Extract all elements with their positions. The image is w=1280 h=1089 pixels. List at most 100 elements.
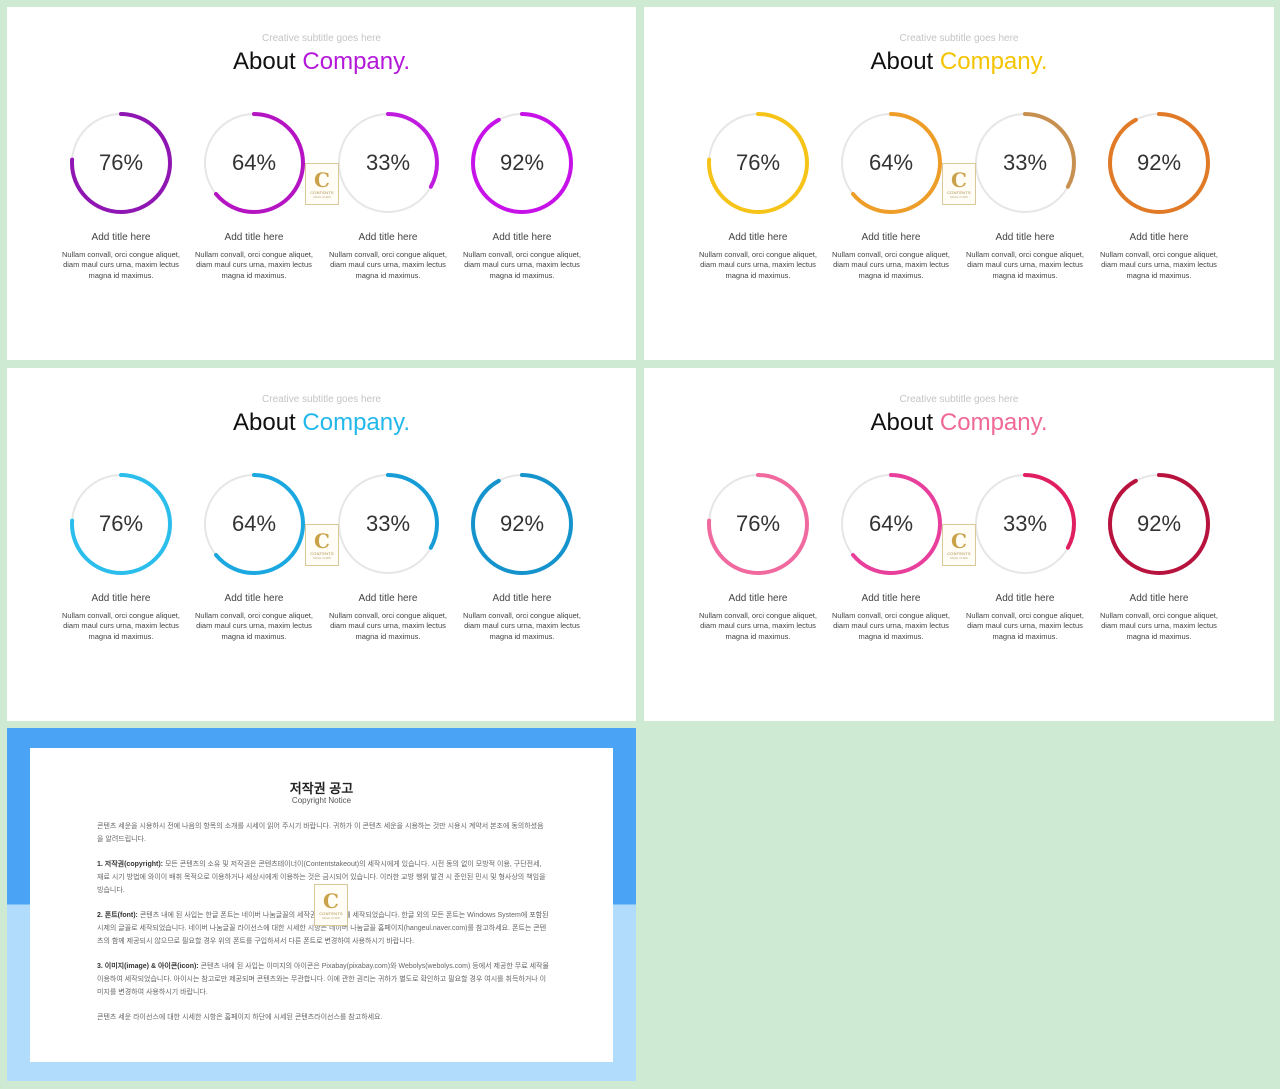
progress-ring-graphic: [337, 112, 439, 214]
progress-ring-graphic: [70, 473, 172, 575]
copyright-outro: 콘텐츠 세운 라이선스에 대한 시세한 시항은 홈페이지 하단에 시세된 콘텐츠…: [97, 1014, 383, 1021]
ring-progress-arc: [203, 473, 305, 575]
ring-progress-arc: [974, 112, 1076, 214]
item-title: Add title here: [492, 593, 552, 604]
slide-2: Creative subtitle goes here About Compan…: [644, 7, 1274, 360]
item-title: Add title here: [224, 593, 284, 604]
title-main: About: [233, 409, 303, 436]
copyright-title: 저작권 공고: [289, 781, 354, 796]
slide-subtitle: Creative subtitle goes here: [262, 394, 381, 405]
item-description: Nullam convall, orci congue aliquet, dia…: [463, 611, 581, 641]
item-title: Add title here: [995, 593, 1055, 604]
ring-progress-arc: [974, 473, 1076, 575]
ring-percent-label: 64%: [868, 150, 914, 175]
item-description: Nullam convall, orci congue aliquet, dia…: [1100, 611, 1218, 641]
ring-percent-label: 92%: [499, 150, 545, 175]
section-text: 콘텐츠 내에 된 사입는 이미지의 아이콘은 Pixabay(pixabay.c…: [97, 963, 549, 996]
item-description: Nullam convall, orci congue aliquet, dia…: [195, 611, 313, 641]
ring-percent-label: 64%: [231, 511, 277, 536]
slide-3: Creative subtitle goes here About Compan…: [7, 368, 636, 721]
progress-ring-graphic: [840, 473, 942, 575]
item-title: Add title here: [861, 232, 921, 243]
ring-progress-arc: [337, 112, 439, 214]
progress-ring: 33%: [337, 112, 439, 214]
copyright-body: 콘텐츠 세운을 시용하시 전에 나음의 항목의 소개를 시세이 읽어 주시기 바…: [97, 820, 549, 1036]
ring-percent-label: 33%: [365, 150, 411, 175]
item-title: Add title here: [358, 593, 418, 604]
item-description: Nullam convall, orci congue aliquet, dia…: [832, 250, 950, 280]
contents-logo-icon: C CONTENTS MAUL CURS: [305, 524, 339, 566]
slide-title: About Company.: [7, 48, 636, 76]
section-text: 모든 콘텐츠의 소유 및 저작권은 콘텐츠테이너이(Contentstakeou…: [97, 861, 546, 894]
item-description: Nullam convall, orci congue aliquet, dia…: [463, 250, 581, 280]
item-description: Nullam convall, orci congue aliquet, dia…: [329, 250, 447, 280]
item-title: Add title here: [1129, 593, 1189, 604]
title-main: About: [870, 48, 940, 75]
contents-logo-icon: C CONTENTS MAUL CURS: [942, 163, 976, 205]
copyright-intro: 콘텐츠 세운을 시용하시 전에 나음의 항목의 소개를 시세이 읽어 주시기 바…: [97, 823, 544, 843]
ring-percent-label: 92%: [1136, 511, 1182, 536]
item-description: Nullam convall, orci congue aliquet, dia…: [195, 250, 313, 280]
progress-ring: 92%: [471, 112, 573, 214]
progress-ring: 76%: [707, 473, 809, 575]
progress-ring-graphic: [974, 112, 1076, 214]
item-title: Add title here: [728, 232, 788, 243]
item-description: Nullam convall, orci congue aliquet, dia…: [832, 611, 950, 641]
copyright-subtitle: Copyright Notice: [291, 796, 352, 805]
item-description: Nullam convall, orci congue aliquet, dia…: [62, 250, 180, 280]
slide-title: About Company.: [644, 409, 1274, 437]
ring-percent-label: 64%: [868, 511, 914, 536]
ring-progress-arc: [840, 112, 942, 214]
progress-ring: 76%: [70, 112, 172, 214]
ring-percent-label: 76%: [735, 511, 781, 536]
progress-ring: 92%: [1108, 473, 1210, 575]
item-description: Nullam convall, orci congue aliquet, dia…: [966, 250, 1084, 280]
progress-ring: 33%: [974, 473, 1076, 575]
progress-ring: 92%: [1108, 112, 1210, 214]
ring-percent-label: 33%: [1002, 150, 1048, 175]
item-description: Nullam convall, orci congue aliquet, dia…: [62, 611, 180, 641]
ring-percent-label: 92%: [1136, 150, 1182, 175]
item-description: Nullam convall, orci congue aliquet, dia…: [966, 611, 1084, 641]
progress-ring: 64%: [203, 473, 305, 575]
ring-progress-arc: [1108, 473, 1210, 575]
item-description: Nullam convall, orci congue aliquet, dia…: [699, 250, 817, 280]
section-heading: 3. 이미지(image) & 아이콘(icon):: [97, 963, 199, 970]
progress-ring-graphic: [203, 473, 305, 575]
ring-progress-arc: [707, 473, 809, 575]
slide-title: About Company.: [7, 409, 636, 437]
copyright-paper: 저작권 공고 Copyright Notice 콘텐츠 세운을 시용하시 전에 …: [30, 748, 613, 1062]
item-title: Add title here: [728, 593, 788, 604]
item-title: Add title here: [358, 232, 418, 243]
slide-subtitle: Creative subtitle goes here: [899, 394, 1019, 405]
ring-percent-label: 64%: [231, 150, 277, 175]
copyright-section-1: 1. 저작권(copyright): 모든 콘텐츠의 소유 및 저작권은 콘텐츠…: [97, 858, 549, 897]
ring-progress-arc: [70, 112, 172, 214]
ring-percent-label: 33%: [1002, 511, 1048, 536]
section-heading: 2. 폰트(font):: [97, 912, 138, 919]
ring-progress-arc: [471, 112, 573, 214]
item-description: Nullam convall, orci congue aliquet, dia…: [329, 611, 447, 641]
progress-ring: 33%: [974, 112, 1076, 214]
progress-ring-graphic: [70, 112, 172, 214]
ring-progress-arc: [70, 473, 172, 575]
item-description: Nullam convall, orci congue aliquet, dia…: [699, 611, 817, 641]
ring-progress-arc: [840, 473, 942, 575]
item-title: Add title here: [91, 593, 151, 604]
progress-ring-graphic: [1108, 473, 1210, 575]
progress-ring: 92%: [471, 473, 573, 575]
ring-percent-label: 33%: [365, 511, 411, 536]
title-accent: Company.: [939, 409, 1048, 436]
progress-ring-graphic: [974, 473, 1076, 575]
slide-title: About Company.: [644, 48, 1274, 76]
progress-ring-graphic: [471, 112, 573, 214]
progress-ring-graphic: [707, 112, 809, 214]
slide-subtitle: Creative subtitle goes here: [262, 33, 381, 44]
ring-percent-label: 76%: [735, 150, 781, 175]
ring-progress-arc: [707, 112, 809, 214]
item-title: Add title here: [91, 232, 151, 243]
progress-ring: 64%: [840, 112, 942, 214]
progress-ring-graphic: [840, 112, 942, 214]
slide-subtitle: Creative subtitle goes here: [899, 33, 1019, 44]
ring-percent-label: 76%: [98, 150, 144, 175]
